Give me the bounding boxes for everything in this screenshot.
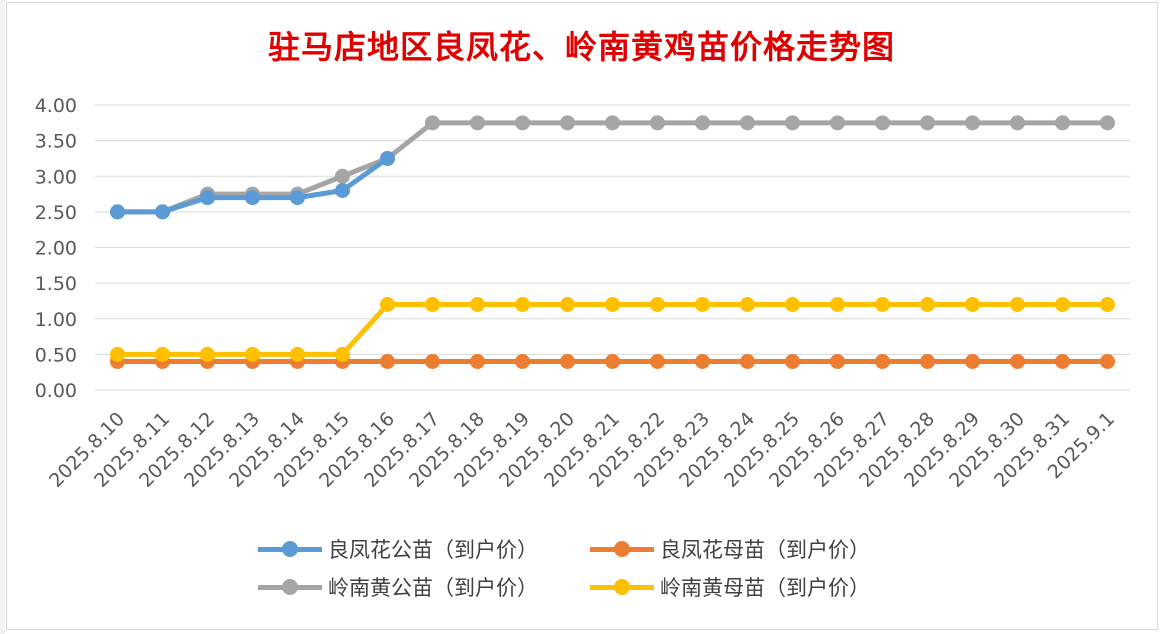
data-point [1055,297,1070,312]
data-point [515,354,530,369]
data-point [830,115,845,131]
legend-label: 良凤花公苗（到户价） [328,538,538,562]
data-point [110,204,125,220]
data-point [335,183,350,198]
data-point [875,354,890,369]
data-point [650,297,665,312]
data-point [1100,297,1115,312]
data-point [110,346,125,362]
data-point [785,297,800,312]
data-point [1055,115,1070,131]
data-point [605,354,620,369]
y-tick-label: 1.50 [35,273,77,295]
data-point [245,346,260,362]
y-tick-label: 2.50 [35,202,77,224]
data-point [695,354,710,369]
data-point [740,297,755,312]
data-point [695,297,710,312]
data-point [335,346,350,362]
data-point [245,190,260,206]
data-point [875,297,890,312]
data-point [605,297,620,312]
data-point [785,115,800,131]
y-tick-label: 3.50 [35,131,77,153]
y-tick-label: 2.00 [35,238,77,260]
data-point [785,354,800,369]
legend-item: 良凤花公苗（到户价） [258,534,538,564]
legend-item: 岭南黄母苗（到户价） [590,572,870,602]
chart-title: 驻马店地区良凤花、岭南黄鸡苗价格走势图 [267,28,895,66]
data-point [515,297,530,312]
data-point [650,115,665,131]
chart-area [6,2,1158,630]
data-point [470,115,485,131]
data-point [515,115,530,131]
data-point [605,115,620,131]
legend-label: 岭南黄母苗（到户价） [660,576,870,600]
data-point [470,354,485,369]
data-point [1010,354,1025,369]
data-point [425,115,440,131]
legend-swatch [258,539,322,559]
legend-item: 岭南黄公苗（到户价） [258,572,538,602]
data-point [200,346,215,362]
data-point [380,150,395,166]
data-point [335,168,350,184]
data-point [965,297,980,312]
data-point [695,115,710,131]
data-point [650,354,665,369]
y-tick-label: 4.00 [35,95,77,117]
data-point [200,190,215,206]
data-point [290,190,305,206]
data-point [155,346,170,362]
data-point [425,354,440,369]
data-point [155,204,170,220]
legend-label: 良凤花母苗（到户价） [660,538,870,562]
legend-swatch [590,577,654,597]
data-point [830,354,845,369]
y-tick-label: 1.00 [35,309,77,331]
data-point [830,297,845,312]
data-point [875,115,890,131]
data-point [1010,297,1025,312]
data-point [1100,115,1115,131]
data-point [560,115,575,131]
page-edge [0,0,5,634]
legend-swatch [590,539,654,559]
data-point [920,354,935,369]
data-point [560,354,575,369]
data-point [380,297,395,312]
legend-label: 岭南黄公苗（到户价） [328,576,538,600]
data-point [560,297,575,312]
data-point [920,297,935,312]
legend-item: 良凤花母苗（到户价） [590,534,870,564]
y-tick-label: 0.50 [35,344,77,366]
data-point [1100,354,1115,369]
y-tick-label: 3.00 [35,166,77,188]
data-point [740,354,755,369]
data-point [965,354,980,369]
data-point [380,354,395,369]
data-point [425,297,440,312]
data-point [965,115,980,131]
data-point [470,297,485,312]
legend-swatch [258,577,322,597]
y-tick-label: 0.00 [35,380,77,402]
data-point [1010,115,1025,131]
data-point [920,115,935,131]
data-point [290,346,305,362]
data-point [1055,354,1070,369]
data-point [740,115,755,131]
